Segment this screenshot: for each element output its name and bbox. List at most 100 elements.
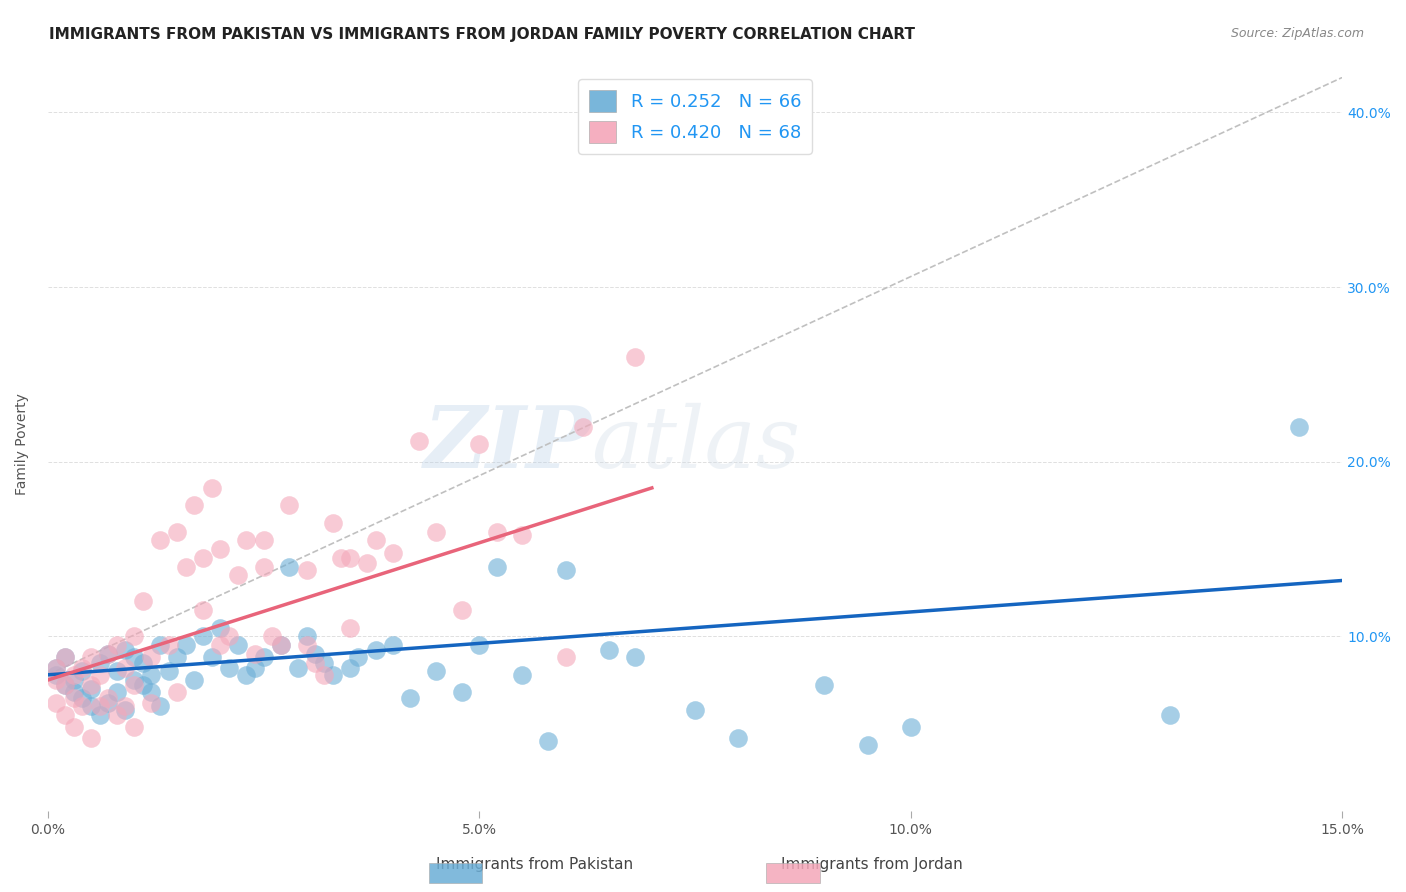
- Point: [174, 638, 197, 652]
- Text: Immigrants from Pakistan: Immigrants from Pakistan: [436, 857, 633, 872]
- Point: [141, 650, 163, 665]
- Text: atlas: atlas: [592, 403, 800, 485]
- Point: [122, 629, 145, 643]
- Point: [114, 643, 136, 657]
- Point: [287, 661, 309, 675]
- Point: [683, 703, 706, 717]
- Point: [322, 516, 344, 530]
- Point: [485, 559, 508, 574]
- Point: [425, 524, 447, 539]
- Point: [451, 603, 474, 617]
- Point: [53, 708, 76, 723]
- Point: [72, 661, 94, 675]
- Point: [201, 650, 224, 665]
- Point: [105, 665, 128, 679]
- Point: [62, 673, 84, 687]
- Point: [80, 731, 103, 745]
- Point: [105, 708, 128, 723]
- Point: [1288, 419, 1310, 434]
- Point: [425, 665, 447, 679]
- Point: [122, 720, 145, 734]
- Point: [80, 699, 103, 714]
- Point: [157, 665, 180, 679]
- Point: [53, 650, 76, 665]
- Point: [80, 650, 103, 665]
- Text: ZIP: ZIP: [423, 402, 592, 486]
- Point: [72, 690, 94, 705]
- Point: [262, 629, 284, 643]
- Point: [166, 524, 188, 539]
- Point: [122, 650, 145, 665]
- Point: [381, 545, 404, 559]
- Point: [141, 696, 163, 710]
- Point: [62, 668, 84, 682]
- Point: [252, 650, 274, 665]
- Point: [209, 621, 232, 635]
- Point: [900, 720, 922, 734]
- Point: [252, 533, 274, 548]
- Point: [114, 699, 136, 714]
- Point: [45, 661, 67, 675]
- Point: [537, 734, 560, 748]
- Point: [312, 668, 335, 682]
- Point: [72, 665, 94, 679]
- Point: [183, 499, 205, 513]
- Text: Source: ZipAtlas.com: Source: ZipAtlas.com: [1230, 27, 1364, 40]
- Point: [330, 550, 353, 565]
- Point: [97, 690, 120, 705]
- Point: [364, 643, 387, 657]
- Point: [295, 638, 318, 652]
- Point: [235, 668, 257, 682]
- Point: [157, 638, 180, 652]
- Point: [114, 703, 136, 717]
- Point: [97, 647, 120, 661]
- Point: [572, 419, 595, 434]
- Point: [399, 690, 422, 705]
- Point: [235, 533, 257, 548]
- Point: [243, 647, 266, 661]
- Point: [53, 678, 76, 692]
- Point: [53, 678, 76, 692]
- Legend: R = 0.252   N = 66, R = 0.420   N = 68: R = 0.252 N = 66, R = 0.420 N = 68: [578, 79, 811, 154]
- Y-axis label: Family Poverty: Family Poverty: [15, 393, 30, 495]
- Point: [122, 678, 145, 692]
- Point: [381, 638, 404, 652]
- Point: [356, 556, 378, 570]
- Point: [226, 568, 249, 582]
- Point: [80, 681, 103, 696]
- Point: [218, 661, 240, 675]
- Point: [89, 668, 111, 682]
- Point: [97, 696, 120, 710]
- Point: [174, 559, 197, 574]
- Point: [270, 638, 292, 652]
- Point: [114, 661, 136, 675]
- Point: [191, 603, 214, 617]
- Point: [598, 643, 620, 657]
- Point: [322, 668, 344, 682]
- Point: [89, 656, 111, 670]
- Point: [623, 650, 645, 665]
- Point: [166, 685, 188, 699]
- Text: Immigrants from Jordan: Immigrants from Jordan: [780, 857, 963, 872]
- Point: [295, 629, 318, 643]
- Point: [89, 708, 111, 723]
- Point: [243, 661, 266, 675]
- Point: [295, 563, 318, 577]
- Point: [512, 668, 534, 682]
- Point: [218, 629, 240, 643]
- Point: [131, 594, 153, 608]
- Point: [252, 559, 274, 574]
- Point: [304, 647, 326, 661]
- Point: [813, 678, 835, 692]
- Point: [53, 650, 76, 665]
- Point: [149, 638, 172, 652]
- Point: [270, 638, 292, 652]
- Point: [468, 437, 491, 451]
- Point: [149, 699, 172, 714]
- Point: [62, 720, 84, 734]
- Point: [97, 647, 120, 661]
- Point: [727, 731, 749, 745]
- Point: [183, 673, 205, 687]
- Point: [105, 685, 128, 699]
- Point: [339, 661, 361, 675]
